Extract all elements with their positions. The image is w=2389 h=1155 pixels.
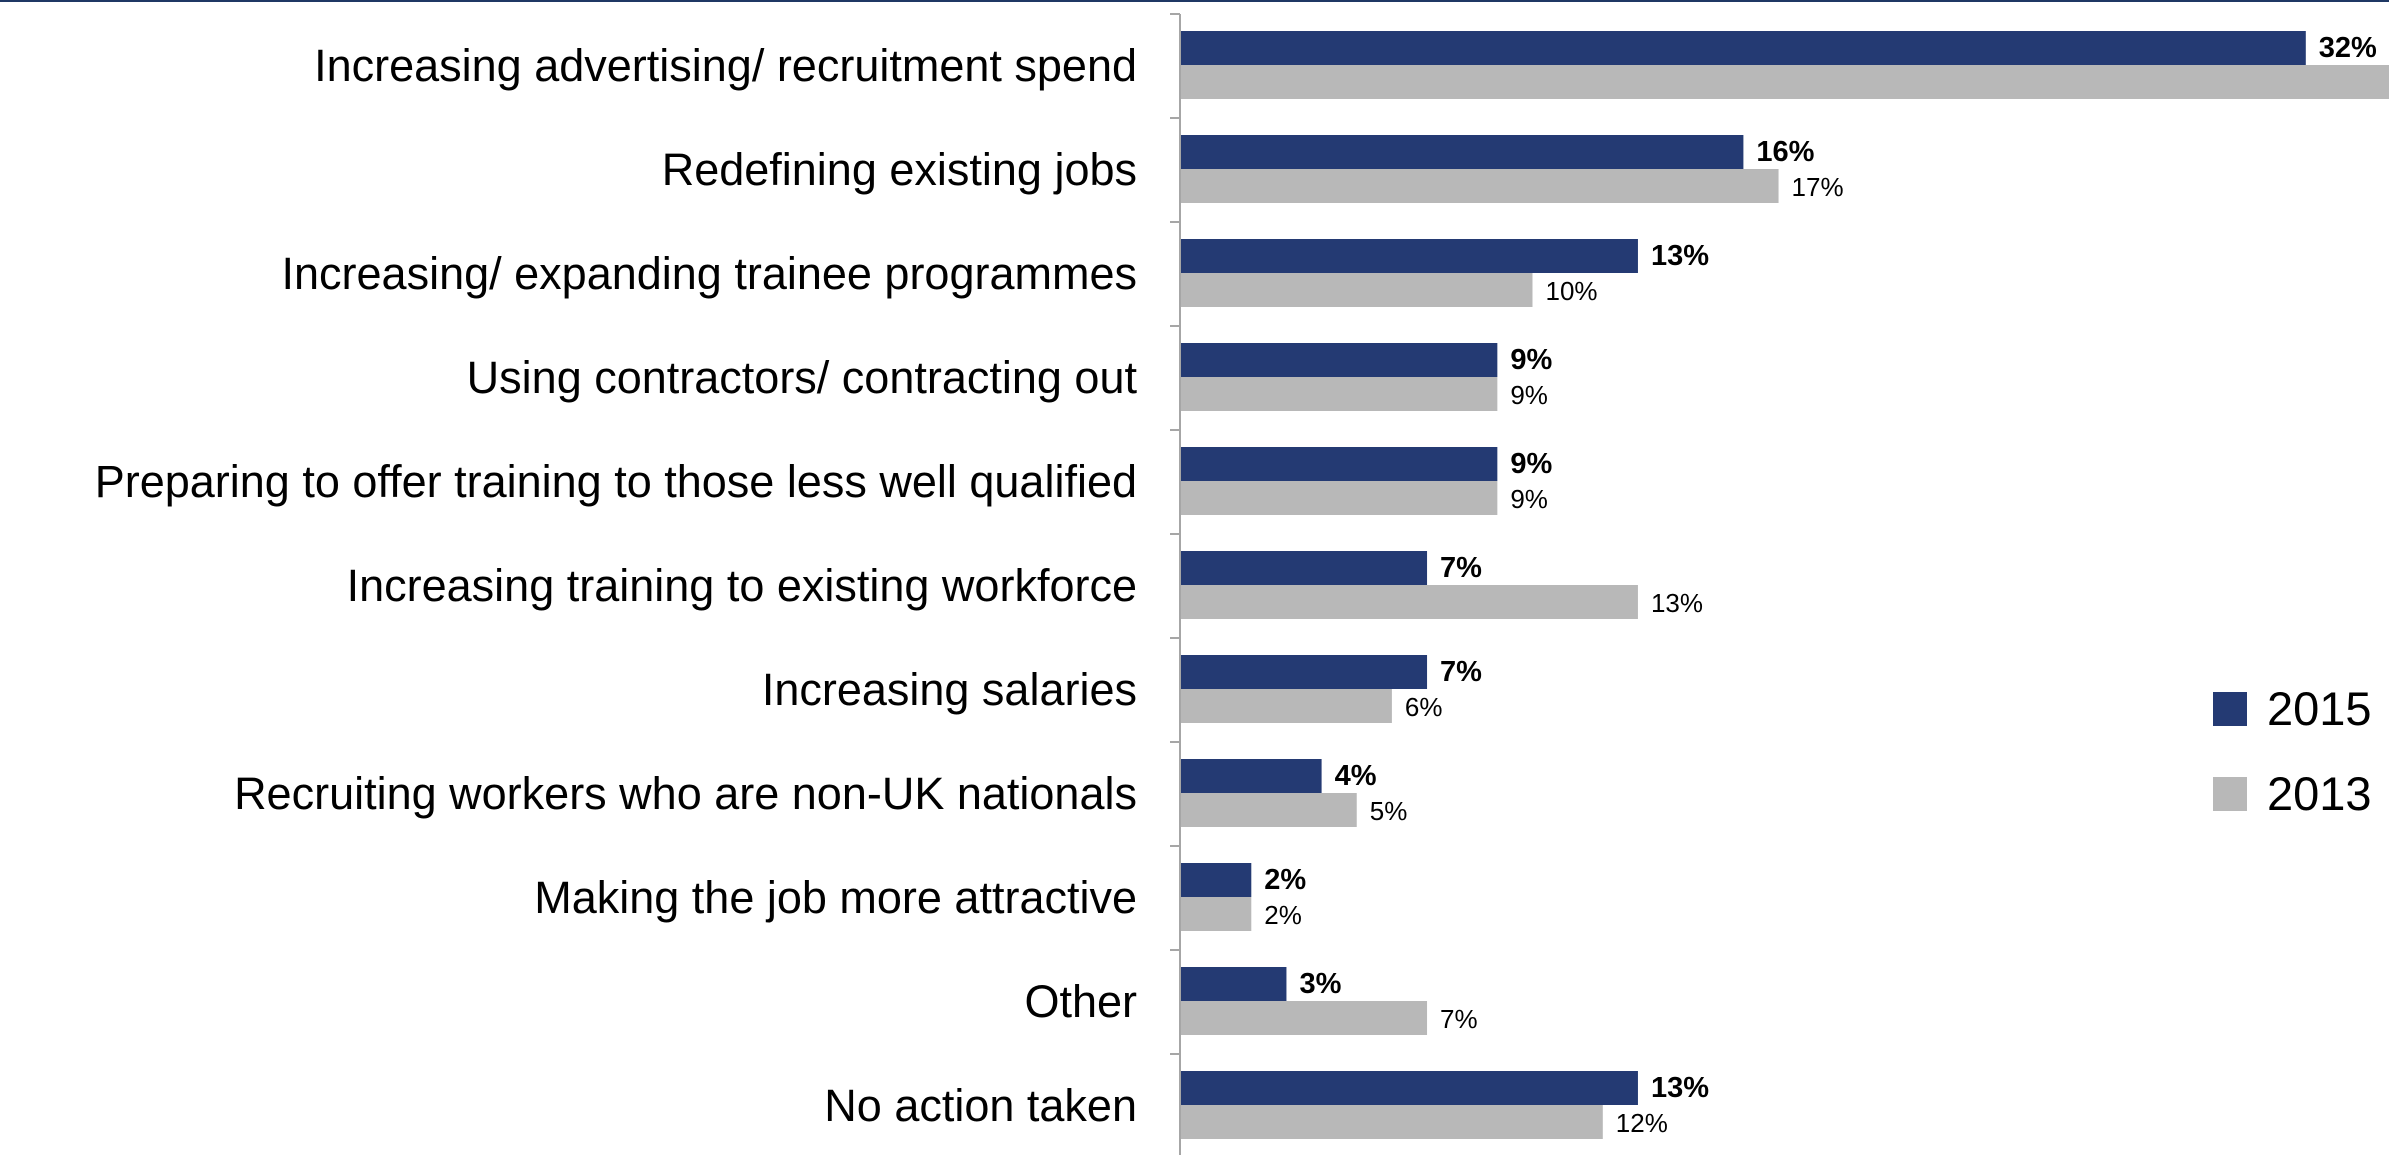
- bar-2013: [1181, 793, 1357, 827]
- bar-2015: [1181, 31, 2306, 65]
- value-label-2013: 17%: [1792, 172, 1844, 202]
- bar-2013: [1181, 65, 2389, 99]
- category-label: No action taken: [824, 1080, 1137, 1131]
- bar-2015: [1181, 343, 1498, 377]
- value-label-2015: 4%: [1335, 760, 1377, 792]
- value-label-2015: 13%: [1651, 1072, 1709, 1104]
- bar-2013: [1181, 169, 1779, 203]
- category-label: Increasing/ expanding trainee programmes: [282, 248, 1137, 299]
- bar-2015: [1181, 759, 1322, 793]
- value-label-2015: 2%: [1264, 864, 1306, 896]
- category-labels: Increasing advertising/ recruitment spen…: [95, 40, 1138, 1131]
- bars: [1181, 31, 2389, 1139]
- legend: 2015 2013: [2213, 682, 2372, 820]
- value-label-2015: 3%: [1299, 968, 1341, 1000]
- category-label: Making the job more attractive: [534, 872, 1137, 923]
- category-label: Recruiting workers who are non-UK nation…: [234, 768, 1137, 819]
- bar-2015: [1181, 1071, 1638, 1105]
- value-label-2015: 13%: [1651, 240, 1709, 272]
- top-border-line: [0, 0, 2389, 2]
- bar-2015: [1181, 447, 1498, 481]
- bar-2013: [1181, 481, 1498, 515]
- bar-2015: [1181, 655, 1428, 689]
- value-label-2015: 7%: [1440, 656, 1482, 688]
- category-label: Preparing to offer training to those les…: [95, 456, 1137, 507]
- value-label-2013: 9%: [1510, 380, 1548, 410]
- bar-2015: [1181, 551, 1428, 585]
- bar-2013: [1181, 1001, 1428, 1035]
- bar-2015: [1181, 135, 1744, 169]
- legend-swatch-2015: [2213, 692, 2247, 726]
- bar-2015: [1181, 967, 1287, 1001]
- value-label-2015: 16%: [1756, 136, 1814, 168]
- category-label: Increasing advertising/ recruitment spen…: [314, 40, 1137, 91]
- bar-2013: [1181, 1105, 1603, 1139]
- value-labels: 32%39%16%17%13%10%9%9%9%9%7%13%7%6%4%5%2…: [1264, 32, 2377, 1138]
- value-label-2015: 9%: [1510, 448, 1552, 480]
- axis-layer: [1170, 13, 1181, 1155]
- value-label-2015: 7%: [1440, 552, 1482, 584]
- value-label-2013: 2%: [1264, 900, 1302, 930]
- value-label-2013: 7%: [1440, 1004, 1478, 1034]
- value-label-2013: 5%: [1370, 796, 1408, 826]
- value-label-2013: 6%: [1405, 692, 1443, 722]
- legend-label-2013: 2013: [2267, 767, 2372, 820]
- value-label-2013: 9%: [1510, 484, 1548, 514]
- value-label-2015: 32%: [2319, 32, 2377, 64]
- bar-2013: [1181, 377, 1498, 411]
- bar-2013: [1181, 897, 1252, 931]
- value-label-2013: 13%: [1651, 588, 1703, 618]
- legend-swatch-2013: [2213, 777, 2247, 811]
- bar-2015: [1181, 239, 1638, 273]
- bar-2015: [1181, 863, 1252, 897]
- value-label-2013: 10%: [1546, 276, 1598, 306]
- bar-2013: [1181, 273, 1533, 307]
- category-label: Other: [1024, 976, 1137, 1027]
- category-label: Redefining existing jobs: [662, 144, 1137, 195]
- category-label: Using contractors/ contracting out: [467, 352, 1138, 403]
- legend-label-2015: 2015: [2267, 682, 2372, 735]
- value-label-2013: 12%: [1616, 1108, 1668, 1138]
- category-label: Increasing training to existing workforc…: [347, 560, 1137, 611]
- value-label-2015: 9%: [1510, 344, 1552, 376]
- category-label: Increasing salaries: [762, 664, 1137, 715]
- bar-2013: [1181, 689, 1392, 723]
- bar-2013: [1181, 585, 1638, 619]
